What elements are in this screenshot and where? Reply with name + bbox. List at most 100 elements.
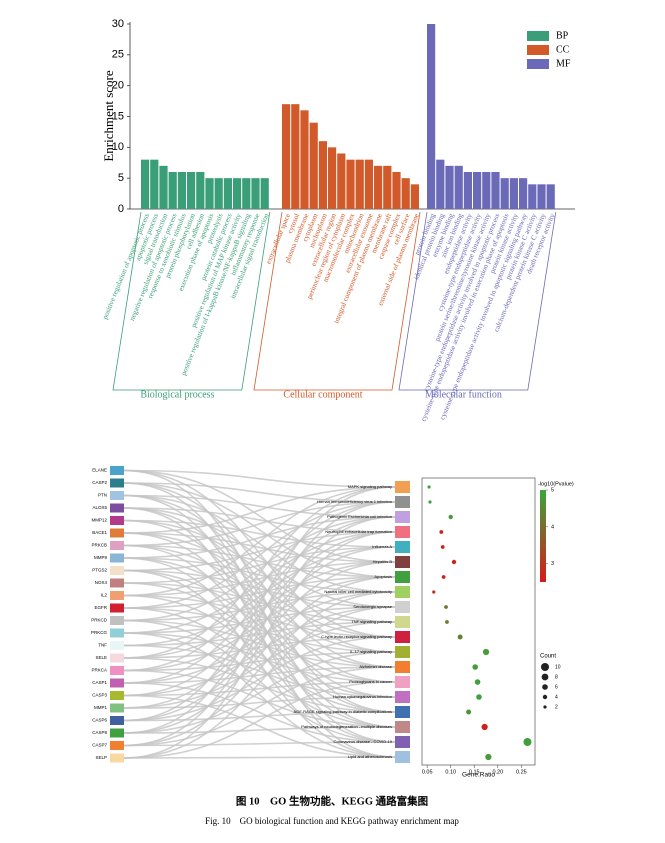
gene-node <box>110 528 124 538</box>
bar <box>291 104 300 209</box>
pathway-label: Neutrophil extracellular trap formation <box>325 529 392 534</box>
x-tick-label: 0.25 <box>516 769 527 775</box>
gene-label: BACE1 <box>92 530 107 535</box>
gene-node <box>110 716 124 725</box>
colorbar-tick-label: 4 <box>551 524 554 530</box>
gene-node <box>110 578 124 588</box>
gene-node <box>110 691 124 700</box>
bar <box>196 172 205 209</box>
gene-node <box>110 728 124 738</box>
bar <box>260 178 269 209</box>
link <box>123 501 396 547</box>
gene-label: CASP6 <box>92 718 107 723</box>
link <box>123 532 396 563</box>
dot <box>457 634 463 640</box>
link <box>123 469 396 638</box>
pathway-label: TNF signaling pathway <box>351 619 392 624</box>
gene-node <box>110 541 124 550</box>
link <box>123 516 396 559</box>
gene-node <box>110 616 124 625</box>
gene-label: PRKCA <box>91 668 107 673</box>
pathway-node <box>395 586 410 598</box>
link <box>123 591 396 622</box>
gene-node <box>110 491 124 500</box>
pathway-label: Alzheimer disease <box>359 664 392 669</box>
bar <box>233 178 242 209</box>
bar <box>463 172 472 209</box>
bar <box>519 178 528 209</box>
bar <box>300 110 309 209</box>
bar <box>205 178 214 209</box>
pathway-label: Pathways of neurodegeneration - multiple… <box>301 724 392 729</box>
size-legend-label: 2 <box>555 704 558 710</box>
group-label: Molecular function <box>425 389 502 400</box>
bar <box>318 141 327 209</box>
group-label: Biological process <box>140 389 214 400</box>
link <box>123 632 396 758</box>
link <box>123 607 396 728</box>
y-tick-label: 0 <box>118 203 124 215</box>
link <box>123 507 396 608</box>
link <box>123 532 396 713</box>
dot <box>472 664 479 670</box>
link <box>123 569 396 758</box>
bar <box>177 172 186 209</box>
pathway-label: Apoptosis <box>374 574 392 579</box>
bar <box>427 24 436 209</box>
link <box>123 516 396 684</box>
dot <box>476 694 482 700</box>
bar <box>528 184 537 209</box>
pathway-node <box>395 721 410 733</box>
legend-swatch <box>527 45 549 55</box>
link <box>123 666 396 747</box>
gene-label: NOX4 <box>95 580 108 585</box>
bar <box>328 147 337 209</box>
gene-node <box>110 678 124 688</box>
caption-en: Fig. 10 GO biological function and KEGG … <box>205 816 459 826</box>
gene-label: CASP8 <box>92 730 107 735</box>
link <box>123 519 396 548</box>
gene-node <box>110 553 124 563</box>
link <box>123 494 396 668</box>
bar <box>337 153 346 209</box>
x-tick-label: 0.15 <box>469 769 480 775</box>
bar <box>282 104 291 209</box>
link <box>123 666 396 684</box>
bar <box>223 178 232 209</box>
dot <box>448 514 453 520</box>
x-tick-label: 0.05 <box>422 769 433 775</box>
dot <box>432 590 436 594</box>
bar <box>500 178 509 209</box>
link <box>123 569 396 683</box>
bar <box>364 159 373 209</box>
dot <box>440 545 445 549</box>
link <box>123 591 396 747</box>
dot <box>428 500 432 504</box>
pathway-node <box>395 541 410 553</box>
dot <box>451 559 457 565</box>
link <box>123 557 396 593</box>
link <box>123 482 396 578</box>
gene-node <box>110 566 124 575</box>
link <box>123 469 396 488</box>
link <box>123 606 396 759</box>
dot <box>439 530 444 534</box>
link <box>123 501 396 672</box>
gene-node <box>110 666 124 675</box>
pathway-label: IL-17 signaling pathway <box>350 649 392 654</box>
gene-label: PTN <box>98 493 107 498</box>
link <box>123 576 396 672</box>
pathway-node <box>395 736 410 748</box>
gene-node <box>110 503 124 513</box>
link <box>123 582 396 698</box>
gene-label: EGFR <box>94 605 107 610</box>
gene-label: MMP1 <box>94 705 107 710</box>
link <box>123 694 396 758</box>
pathway-label: Coronavirus disease - COVID-19 <box>334 739 393 744</box>
dot <box>482 648 490 656</box>
link <box>123 681 396 759</box>
link <box>123 494 396 518</box>
link <box>123 681 396 697</box>
link <box>123 726 396 734</box>
link <box>123 644 396 698</box>
